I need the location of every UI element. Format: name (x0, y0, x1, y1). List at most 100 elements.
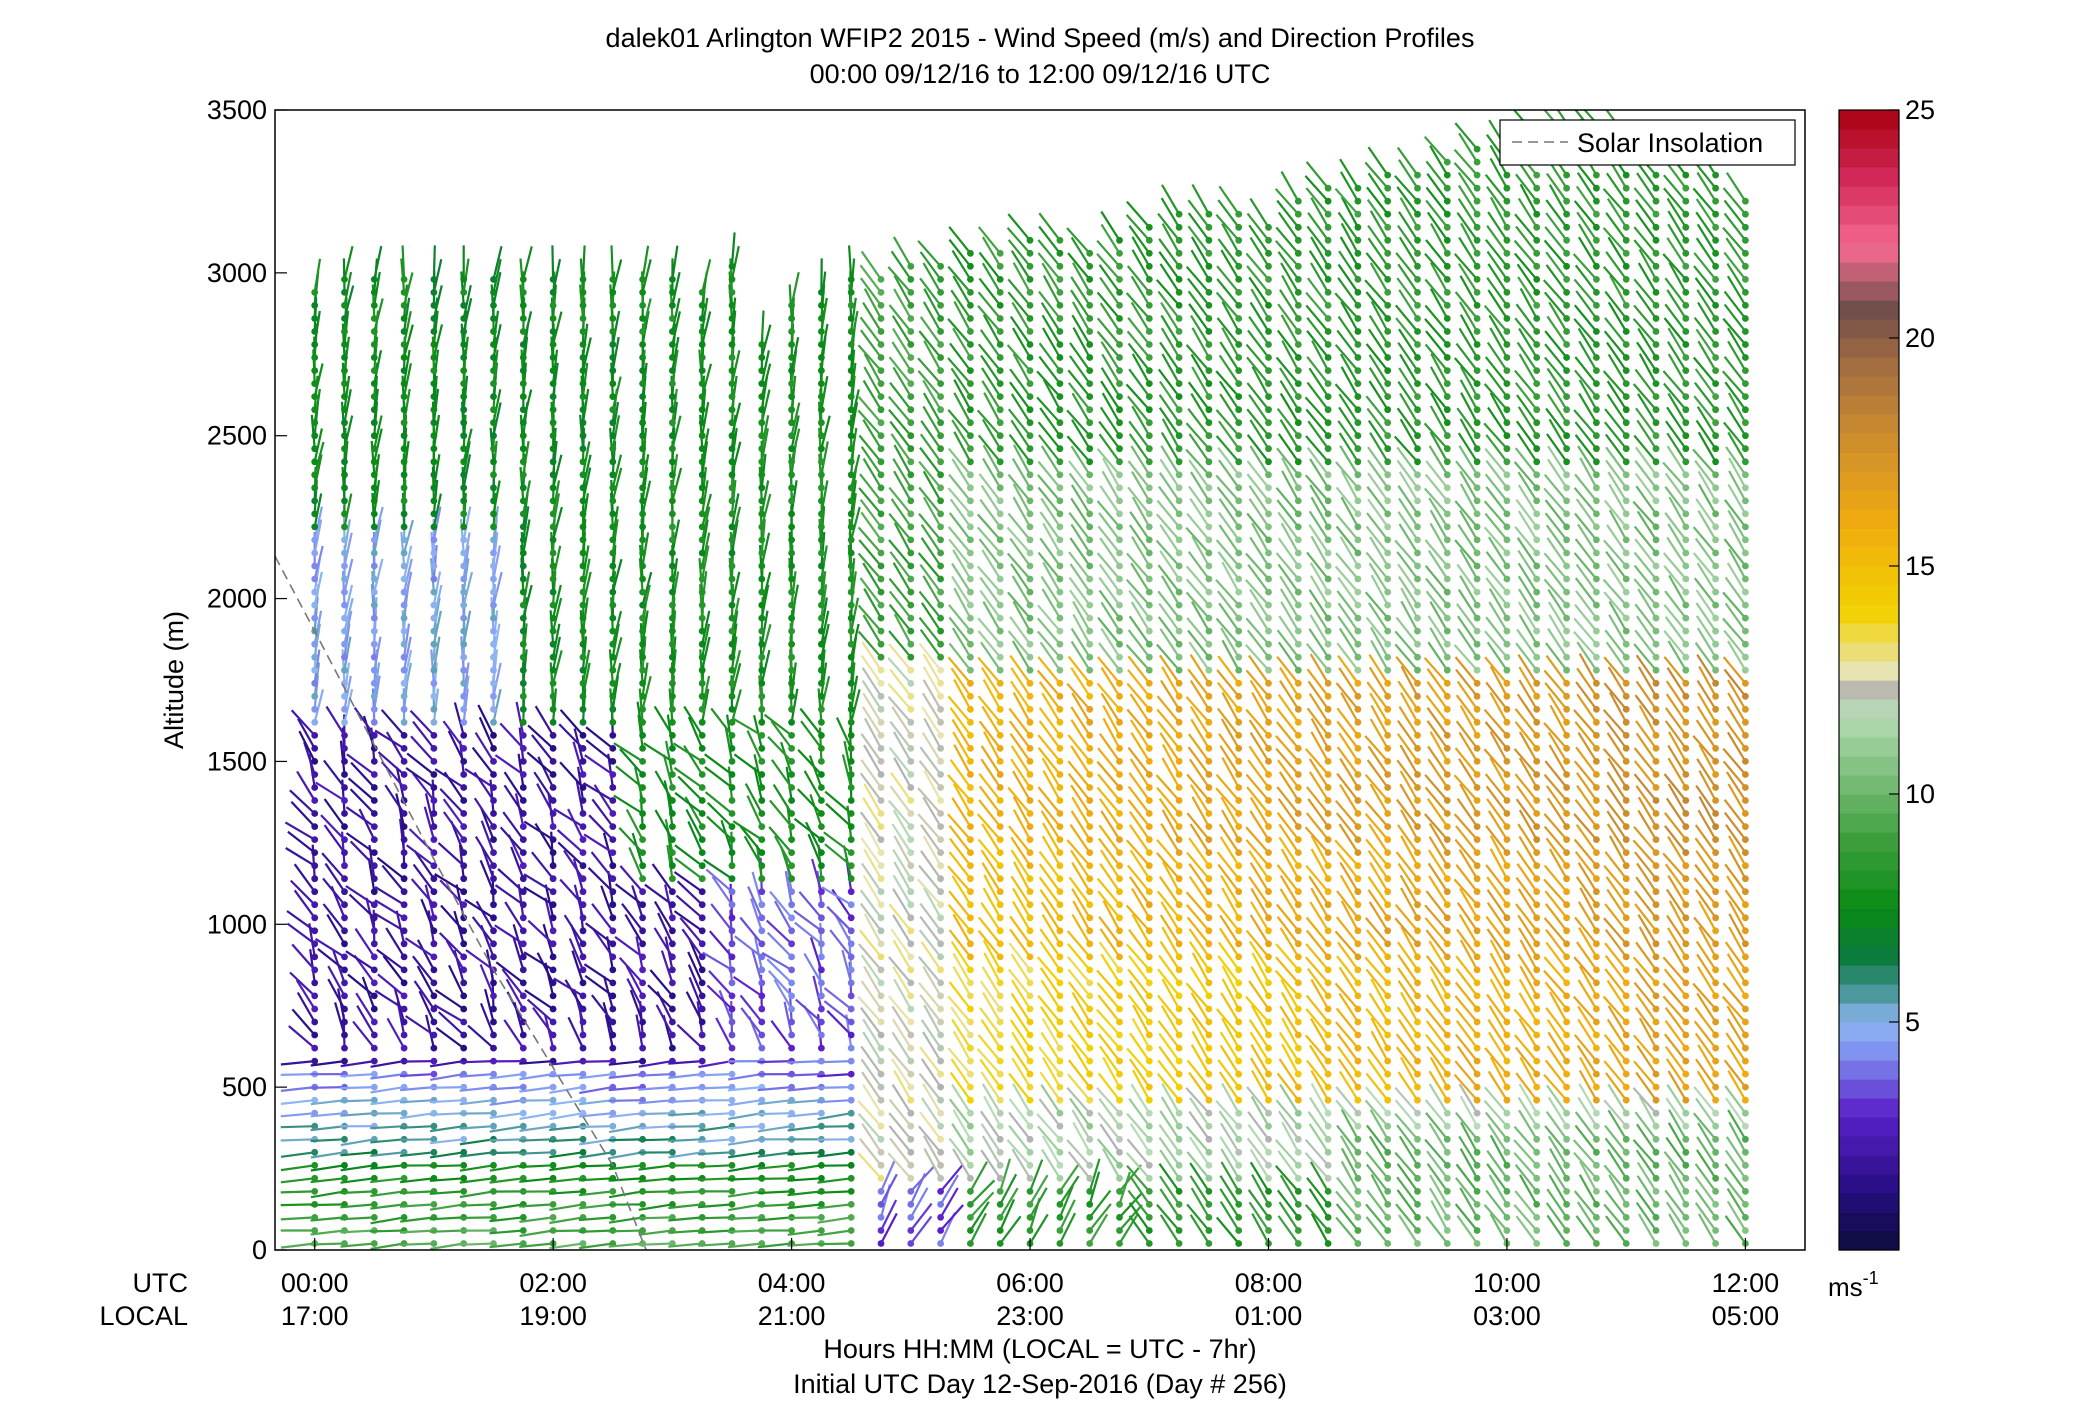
wind-barb-dot (400, 810, 408, 817)
wind-barb-dot (1086, 315, 1094, 322)
wind-barb (519, 1164, 554, 1169)
wind-barb-dot (1026, 562, 1034, 570)
wind-barb (399, 1138, 434, 1141)
wind-barb (702, 951, 733, 971)
wind-barb (710, 903, 733, 932)
wind-barb-dot (1175, 341, 1183, 348)
wind-barb-dot (907, 940, 915, 948)
wind-barb (701, 493, 712, 528)
wind-barb-dot (609, 679, 617, 687)
wind-barb-dot (430, 627, 438, 635)
wind-barb-dot (1056, 1201, 1064, 1208)
wind-barb-dot (549, 289, 557, 296)
wind-barb (489, 1164, 524, 1172)
wind-barb (787, 1190, 822, 1197)
wind-barb (668, 1203, 703, 1210)
wind-barb-dot (460, 289, 468, 296)
wind-barb-dot (967, 367, 974, 374)
wind-barb-dot (1086, 745, 1094, 752)
wind-barb (313, 689, 325, 723)
wind-barb-dot (430, 341, 438, 348)
wind-barb-dot (1116, 966, 1123, 974)
wind-barb (681, 928, 704, 958)
wind-barb (399, 1177, 435, 1184)
wind-barb-dot (698, 302, 706, 309)
wind-barb-dot (460, 1135, 468, 1143)
wind-barb-dot (1056, 627, 1064, 635)
wind-barb-dot (549, 1122, 557, 1130)
wind-barb-dot (967, 1122, 974, 1130)
wind-barb-dot (341, 562, 348, 570)
wind-barb-dot (758, 1044, 766, 1052)
wind-barb-dot (967, 888, 974, 896)
wind-barb-dot (907, 705, 915, 713)
wind-barb-dot (788, 1188, 795, 1195)
wind-barb-dot (728, 497, 736, 505)
wind-barb-dot (460, 1096, 468, 1104)
wind-barb-dot (430, 393, 438, 400)
wind-barb-dot (370, 1096, 378, 1104)
wind-barb-dot (669, 614, 676, 622)
wind-barb (1161, 184, 1181, 215)
wind-barb-dot (609, 692, 617, 700)
wind-barb (743, 835, 763, 867)
wind-barb-dot (1145, 289, 1153, 296)
wind-barb-dot (758, 393, 766, 400)
wind-barb-dot (937, 549, 944, 557)
wind-barb-dot (669, 341, 676, 348)
wind-barb-dot (400, 432, 408, 440)
wind-barb (432, 571, 442, 606)
wind-barb-dot (311, 797, 319, 804)
wind-barb-dot (877, 836, 885, 843)
wind-barb-dot (579, 341, 587, 348)
wind-barb (519, 1242, 554, 1248)
wind-barb-dot (609, 745, 617, 752)
wind-barb (400, 1216, 435, 1223)
wind-barb-dot (996, 745, 1004, 752)
wind-barb-dot (1175, 1174, 1183, 1182)
wind-barb (377, 751, 405, 776)
wind-barb (492, 506, 499, 541)
wind-barb-dot (1116, 1122, 1123, 1130)
wind-barb-dot (1265, 1122, 1272, 1130)
wind-barb-dot (1175, 1135, 1183, 1143)
wind-barb-dot (1235, 510, 1243, 518)
wind-barb-dot (519, 1227, 527, 1234)
wind-barb (522, 649, 528, 684)
wind-barb-dot (669, 758, 676, 765)
wind-barb-dot (698, 289, 706, 296)
wind-barb-dot (698, 940, 706, 948)
wind-barb (823, 831, 852, 854)
wind-barb-dot (907, 1201, 915, 1208)
wind-barb (704, 791, 733, 815)
wind-barb-dot (758, 627, 766, 635)
wind-barb-dot (519, 1031, 527, 1039)
wind-barb (773, 979, 793, 1010)
wind-barb-dot (758, 640, 766, 648)
wind-barb-dot (996, 1083, 1004, 1091)
wind-barb (339, 740, 346, 775)
wind-barb-dot (1116, 471, 1123, 479)
wind-barb-dot (818, 289, 825, 296)
wind-barb-dot (967, 705, 974, 713)
wind-barb-dot (519, 875, 527, 883)
wind-barb-dot (877, 315, 885, 322)
wind-barb-dot (937, 940, 944, 948)
wind-barb (340, 1177, 375, 1184)
wind-barb (489, 1073, 524, 1080)
wind-barb-dot (370, 836, 378, 843)
wind-barb-dot (1056, 1188, 1064, 1195)
wind-barb (447, 730, 465, 762)
wind-barb-dot (311, 328, 319, 335)
wind-barb-dot (1026, 328, 1034, 335)
wind-barb-dot (1056, 771, 1064, 778)
wind-barb-dot (341, 979, 348, 987)
wind-barb (280, 1190, 315, 1194)
wind-barb-dot (818, 979, 825, 987)
wind-barb-dot (1116, 1135, 1123, 1143)
wind-barb-dot (609, 875, 617, 883)
wind-barb (641, 571, 653, 606)
wind-barb-dot (1145, 875, 1153, 883)
wind-barb (809, 937, 823, 971)
wind-barb (310, 1125, 345, 1132)
